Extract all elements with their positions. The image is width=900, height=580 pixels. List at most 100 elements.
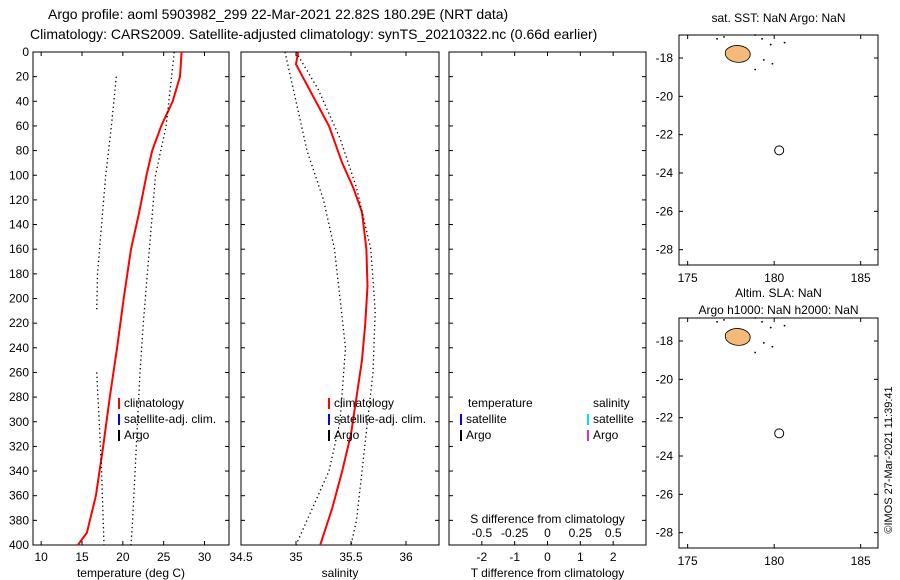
secondary-x-tick-label: -0.25 xyxy=(501,526,529,540)
temp-legend-satellite-adj-label: satellite-adj. clim. xyxy=(124,412,216,426)
x-tick-label: 30 xyxy=(198,550,212,564)
lat-tick-label: -20 xyxy=(656,372,674,386)
depth-tick-label: 80 xyxy=(16,144,30,158)
salinity-panel-frame xyxy=(240,51,440,546)
depth-tick-label: 360 xyxy=(9,489,29,503)
x-tick-label: 20 xyxy=(116,550,130,564)
series-line-climatology-std-deep- xyxy=(96,372,105,546)
depth-tick-label: 160 xyxy=(9,242,29,256)
sal-legend-argo-label: Argo xyxy=(334,428,360,442)
diff-legend-temperature-header: temperature xyxy=(468,396,533,410)
island-islet xyxy=(771,345,774,348)
series-line-climatology xyxy=(294,51,369,546)
chart-title-line2: Climatology: CARS2009. Satellite-adjuste… xyxy=(30,26,598,42)
depth-tick-label: 260 xyxy=(9,365,29,379)
x-tick-label: 2 xyxy=(610,550,617,564)
island-islet xyxy=(762,342,765,344)
secondary-x-tick-label: 0 xyxy=(544,526,551,540)
x-tick-label: 10 xyxy=(34,550,48,564)
island-islet xyxy=(754,34,757,36)
island-islet xyxy=(783,324,786,327)
depth-tick-label: 320 xyxy=(9,439,29,453)
map-sla-frame xyxy=(678,317,879,549)
lat-tick-label: -18 xyxy=(656,51,674,65)
x-tick-label: 25 xyxy=(157,550,171,564)
lat-tick-label: -26 xyxy=(656,487,674,501)
diff-legend-sal-satellite-label: satellite xyxy=(593,412,634,426)
x-tick-label: 35 xyxy=(289,550,303,564)
depth-tick-label: 340 xyxy=(9,464,29,478)
island-islet xyxy=(754,351,757,354)
temp-legend-argo-label: Argo xyxy=(124,428,150,442)
series-line-climatology-std-upper- xyxy=(130,51,175,546)
map-sst-frame xyxy=(678,34,879,266)
depth-tick-label: 240 xyxy=(9,341,29,355)
x-tick-label: -1 xyxy=(509,550,520,564)
x-tick-label: 15 xyxy=(75,550,89,564)
island-islet xyxy=(762,59,765,61)
difference-panel-frame xyxy=(448,51,647,546)
island-islet xyxy=(771,62,774,65)
island-islet xyxy=(761,37,763,40)
lat-tick-label: -22 xyxy=(656,128,674,142)
lat-tick-label: -28 xyxy=(656,526,674,540)
lat-tick-label: -24 xyxy=(656,449,674,463)
depth-tick-label: 180 xyxy=(9,267,29,281)
depth-tick-label: 0 xyxy=(22,45,29,59)
depth-tick-label: 20 xyxy=(16,70,30,84)
lat-tick-label: -22 xyxy=(656,411,674,425)
depth-tick-label: 280 xyxy=(9,390,29,404)
lat-tick-label: -26 xyxy=(656,204,674,218)
diff-legend-sal-argo-label: Argo xyxy=(593,428,619,442)
island-islet xyxy=(769,43,772,46)
island-islet xyxy=(761,320,763,323)
x-tick-label: 34.5 xyxy=(229,550,253,564)
secondary-x-tick-label: 0.5 xyxy=(605,526,622,540)
depth-tick-label: 200 xyxy=(9,292,29,306)
map-sla-title: Altim. SLA: NaN xyxy=(735,286,822,300)
lat-tick-label: -18 xyxy=(656,334,674,348)
profile-location-marker xyxy=(774,145,785,156)
x-tick-label: 1 xyxy=(577,550,584,564)
footer-timestamp: ©IMOS 27-Mar-2021 11:39:41 xyxy=(883,386,895,533)
diff-legend-temp-satellite-label: satellite xyxy=(466,412,507,426)
lat-tick-label: -20 xyxy=(656,89,674,103)
map-sst-title: sat. SST: NaN Argo: NaN xyxy=(711,11,845,25)
series-line-climatology-std-lower- xyxy=(96,76,117,311)
x-tick-label: -2 xyxy=(476,550,487,564)
depth-tick-label: 220 xyxy=(9,316,29,330)
difference-panel-secondary-xlabel: S difference from climatology xyxy=(470,512,625,526)
island-islet xyxy=(723,36,725,38)
sal-legend-satellite-adj-label: satellite-adj. clim. xyxy=(334,412,426,426)
lat-tick-label: -24 xyxy=(656,166,674,180)
temperature-panel-xlabel: temperature (deg C) xyxy=(77,566,185,580)
island-islet xyxy=(723,319,725,321)
series-line-climatology-std-left- xyxy=(284,51,347,546)
island-islet xyxy=(716,320,718,323)
island-islet xyxy=(716,37,718,40)
island-islet xyxy=(754,317,757,319)
x-tick-label: 0 xyxy=(544,550,551,564)
series-line-climatology xyxy=(77,51,183,546)
depth-tick-label: 60 xyxy=(16,119,30,133)
depth-tick-label: 40 xyxy=(16,94,30,108)
lon-tick-label: 185 xyxy=(851,554,871,568)
lon-tick-label: 175 xyxy=(678,271,698,285)
x-tick-label: 35.5 xyxy=(339,550,363,564)
map-sla-subtitle: Argo h1000: NaN h2000: NaN xyxy=(698,303,858,317)
depth-tick-label: 400 xyxy=(9,538,29,552)
temp-legend-climatology-label: climatology xyxy=(124,396,184,410)
depth-tick-label: 380 xyxy=(9,513,29,527)
difference-panel-xlabel: T difference from climatology xyxy=(471,566,625,580)
x-tick-label: 36 xyxy=(399,550,413,564)
profile-location-marker xyxy=(774,428,785,439)
lon-tick-label: 180 xyxy=(764,271,784,285)
sal-legend-climatology-label: climatology xyxy=(334,396,394,410)
diff-legend-temp-argo-label: Argo xyxy=(466,428,492,442)
diff-legend-salinity-header: salinity xyxy=(593,396,630,410)
depth-tick-label: 120 xyxy=(9,193,29,207)
salinity-panel-xlabel: salinity xyxy=(322,566,359,580)
island-landmass xyxy=(724,328,751,346)
temperature-panel-frame xyxy=(32,51,230,546)
chart-title-line1: Argo profile: aoml 5903982_299 22-Mar-20… xyxy=(48,6,509,22)
